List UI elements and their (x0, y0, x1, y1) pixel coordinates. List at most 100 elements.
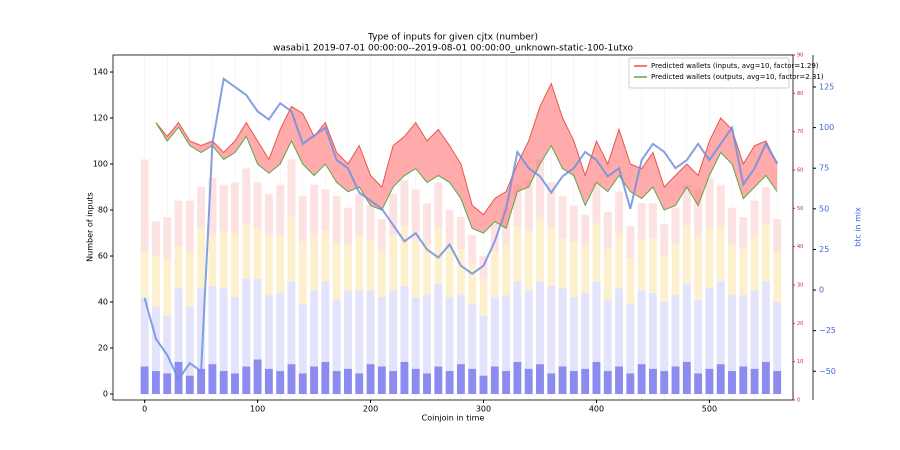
bar (569, 371, 578, 395)
bar (660, 223, 669, 257)
bar (185, 306, 194, 376)
bar (242, 223, 251, 280)
bar (242, 168, 251, 224)
bar (310, 366, 319, 395)
y3-tick-label: 10 (797, 359, 803, 365)
bar (197, 187, 206, 229)
bar (287, 159, 296, 217)
bar (377, 297, 386, 367)
bar (536, 159, 544, 217)
y3-tick-label: 30 (797, 283, 803, 289)
bar (502, 244, 511, 296)
bar (524, 290, 533, 369)
bar (197, 368, 206, 395)
bar (355, 290, 364, 374)
bar (445, 210, 454, 247)
y3-tick-label: 60 (797, 168, 803, 174)
bar (592, 281, 601, 362)
fill-between (155, 83, 778, 234)
bar (513, 281, 522, 362)
bar (343, 368, 352, 395)
y-tick-label: 20 (98, 344, 108, 353)
bar (434, 366, 443, 395)
bar (705, 177, 714, 229)
bar (694, 189, 703, 236)
bar (603, 299, 612, 372)
plot-frame (112, 54, 794, 401)
bar (400, 180, 409, 227)
bar (231, 233, 239, 298)
bar (310, 290, 319, 367)
bar (242, 366, 251, 395)
bar (423, 203, 431, 245)
legend-label: Predicted wallets (outputs, avg=10, fact… (651, 73, 824, 81)
bar (648, 368, 657, 395)
y2-tick-label: 0 (819, 286, 824, 295)
bar (298, 304, 307, 374)
bar (377, 251, 386, 298)
bar (671, 207, 680, 245)
x-tick-label: 300 (476, 405, 491, 414)
bar (728, 371, 736, 395)
bar (231, 297, 239, 374)
bar (140, 297, 149, 367)
bar (716, 364, 725, 395)
bar (197, 228, 206, 289)
bar (208, 177, 217, 236)
y3-tick-label: 90 (797, 53, 803, 59)
bar (298, 196, 307, 243)
bar (355, 373, 364, 395)
bar (276, 292, 285, 372)
bar (728, 207, 736, 245)
bar (321, 189, 330, 231)
legend-label: Predicted wallets (inputs, avg=10, facto… (651, 62, 819, 70)
bar (343, 290, 352, 369)
bar (671, 244, 680, 296)
bar (434, 283, 443, 367)
bar (332, 299, 341, 372)
bar (739, 295, 748, 367)
bar (140, 159, 149, 252)
bar (219, 288, 228, 372)
bar (773, 251, 782, 303)
bar (411, 297, 420, 369)
bar (174, 288, 183, 362)
bar (479, 375, 488, 395)
bar (219, 230, 228, 289)
bar (502, 371, 511, 395)
bar (536, 216, 544, 282)
bar (490, 366, 499, 395)
y-axis-label: Number of inputs (86, 192, 95, 262)
bar (264, 193, 273, 236)
y2-tick-label: −50 (819, 367, 836, 376)
bar (603, 249, 612, 300)
bar (671, 366, 680, 395)
bar (219, 371, 228, 395)
bar (276, 235, 285, 293)
bar (626, 258, 635, 305)
y3-tick-label: 20 (797, 321, 803, 327)
bar (671, 295, 680, 367)
line (155, 122, 778, 234)
bar (264, 368, 273, 395)
bar (445, 246, 454, 298)
y-tick-label: 80 (98, 206, 108, 215)
bar (660, 302, 669, 372)
bar (626, 304, 635, 374)
bar (547, 285, 556, 374)
bar (343, 207, 352, 245)
y2-tick-label: 100 (819, 123, 834, 132)
bar (411, 239, 420, 298)
bar (321, 230, 330, 282)
bar (287, 216, 296, 282)
x-tick-label: 100 (250, 405, 265, 414)
x-tick-label: 200 (363, 405, 378, 414)
bar (773, 219, 782, 252)
bar (581, 368, 590, 395)
bar (615, 233, 623, 289)
bar (366, 364, 375, 395)
bar (185, 200, 194, 252)
bar (547, 228, 556, 286)
bar (185, 375, 194, 395)
